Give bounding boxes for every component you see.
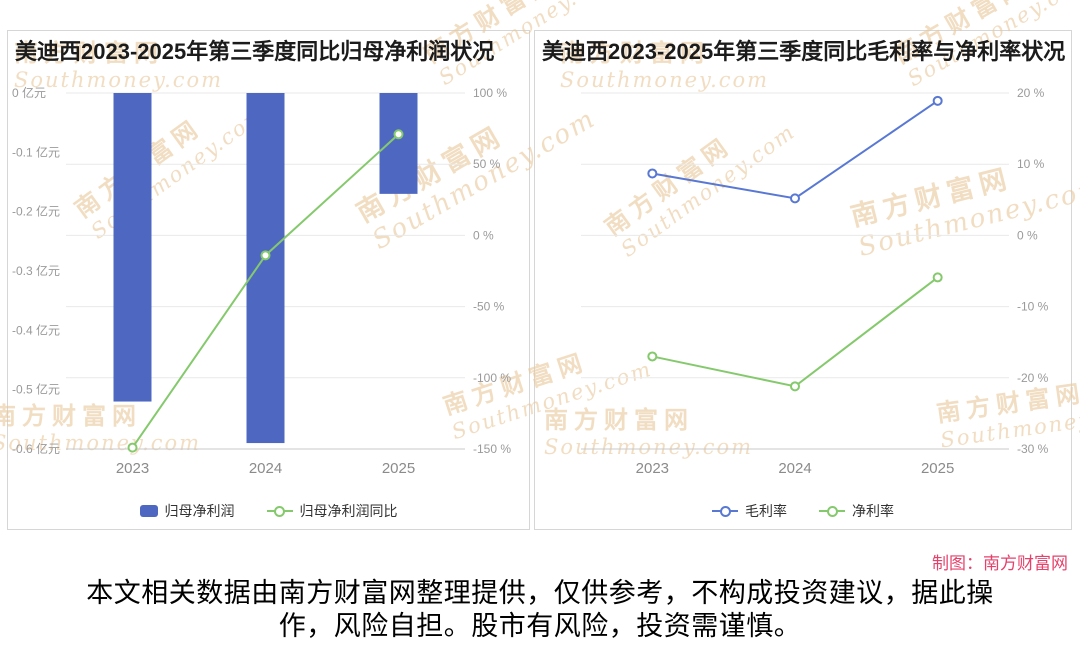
disclaimer: 本文相关数据由南方财富网整理提供，仅供参考，不构成投资建议，据此操 作，风险自担… xyxy=(0,577,1080,643)
svg-text:50 %: 50 % xyxy=(473,157,501,171)
legend-label: 归母净利润 xyxy=(164,503,235,519)
svg-text:-50 %: -50 % xyxy=(473,300,505,314)
margin-line-chart: 20 % 10 % 0 % -10 % -20 % -30 % 2023 2024 2025 xyxy=(581,86,1049,477)
line-swatch-icon xyxy=(819,505,845,517)
net-profit-chart-title: 美迪西2023-2025年第三季度同比归母净利润状况 xyxy=(15,39,495,64)
svg-text:-20 %: -20 % xyxy=(1017,371,1049,385)
legend-item-net-profit-yoy[interactable]: 归母净利润同比 xyxy=(266,501,398,521)
svg-text:2024: 2024 xyxy=(778,460,811,477)
svg-text:-0.1 亿元: -0.1 亿元 xyxy=(12,144,60,159)
svg-text:0 %: 0 % xyxy=(473,228,494,242)
svg-text:2023: 2023 xyxy=(116,460,149,477)
svg-text:-100 %: -100 % xyxy=(473,371,511,385)
net-profit-chart-legend: 归母净利润 归母净利润同比 xyxy=(8,495,529,527)
svg-text:2025: 2025 xyxy=(921,460,954,477)
line-swatch-icon xyxy=(712,505,738,517)
legend-label: 毛利率 xyxy=(745,503,787,519)
legend-item-net-margin[interactable]: 净利率 xyxy=(819,501,894,521)
svg-text:-30 %: -30 % xyxy=(1017,442,1049,456)
legend-item-net-profit[interactable]: 归母净利润 xyxy=(139,501,235,521)
margin-chart-title: 美迪西2023-2025年第三季度同比毛利率与净利率状况 xyxy=(542,39,1066,64)
svg-text:-10 %: -10 % xyxy=(1017,300,1049,314)
svg-text:0 亿元: 0 亿元 xyxy=(12,85,46,100)
svg-text:-150 %: -150 % xyxy=(473,442,511,456)
disclaimer-line-2: 作，风险自担。股市有风险，投资需谨慎。 xyxy=(278,611,802,641)
margin-chart-legend: 毛利率 净利率 xyxy=(535,495,1071,527)
svg-text:-0.4 亿元: -0.4 亿元 xyxy=(12,322,60,337)
svg-text:2025: 2025 xyxy=(382,460,415,477)
legend-item-gross-margin[interactable]: 毛利率 xyxy=(712,501,787,521)
svg-text:-0.2 亿元: -0.2 亿元 xyxy=(12,204,60,219)
svg-text:2023: 2023 xyxy=(636,460,669,477)
net-profit-chart-panel: 美迪西2023-2025年第三季度同比归母净利润状况 100 % 50 % 0 % -… xyxy=(7,30,530,530)
legend-label: 归母净利润同比 xyxy=(299,503,398,519)
line-swatch-icon xyxy=(266,505,293,517)
legend-label: 净利率 xyxy=(852,503,894,519)
svg-text:10 %: 10 % xyxy=(1017,157,1045,171)
chart-credit: 制图：南方财富网 xyxy=(932,554,1068,573)
svg-text:100 %: 100 % xyxy=(473,86,507,100)
net-profit-bar-line-chart: 100 % 50 % 0 % -50 % -100 % -150 % 0 亿元 -0.1 亿元… xyxy=(12,85,511,477)
svg-text:0 %: 0 % xyxy=(1017,228,1038,242)
svg-text:-0.3 亿元: -0.3 亿元 xyxy=(12,263,60,278)
disclaimer-line-1: 本文相关数据由南方财富网整理提供，仅供参考，不构成投资建议，据此操 xyxy=(86,578,994,608)
svg-text:2024: 2024 xyxy=(249,460,282,477)
svg-text:-0.5 亿元: -0.5 亿元 xyxy=(12,382,60,397)
svg-text:20 %: 20 % xyxy=(1017,86,1045,100)
bar-swatch-icon xyxy=(139,505,158,517)
svg-text:-0.6 亿元: -0.6 亿元 xyxy=(12,441,60,456)
margin-chart-panel: 美迪西2023-2025年第三季度同比毛利率与净利率状况 20 % 10 % 0 %… xyxy=(534,30,1072,530)
